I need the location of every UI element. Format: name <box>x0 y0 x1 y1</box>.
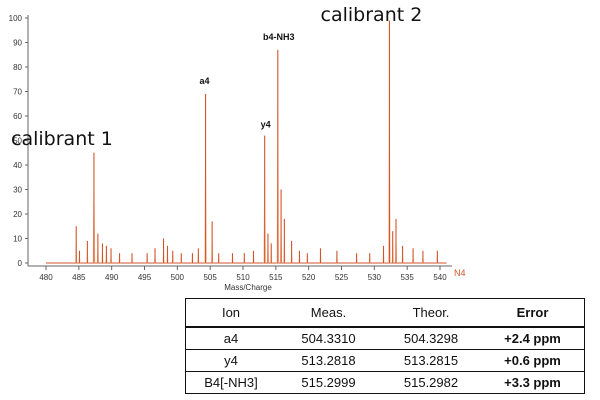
measured-cell: 513.2818 <box>276 349 381 372</box>
mass-spectrum-chart: 0 10 20 30 40 50 60 70 80 90 100 480 485 490 495 500 50… <box>9 4 466 292</box>
y-tick-label: 10 <box>13 235 22 244</box>
x-tick-label: 495 <box>138 273 152 282</box>
table-row: B4[-NH3] 515.2999 515.2982 +3.3 ppm <box>186 372 584 394</box>
y-tick-label: 70 <box>13 88 22 97</box>
x-tick-label: 530 <box>368 273 382 282</box>
x-tick-label: 535 <box>400 273 414 282</box>
y-tick-label: 80 <box>13 63 22 72</box>
mass-error-table: Ion Meas. Theor. Error a4 504.3310 504.3… <box>185 298 585 394</box>
error-cell: +0.6 ppm <box>481 349 584 372</box>
x-tick-label: 480 <box>39 273 53 282</box>
x-tick-label: 525 <box>335 273 349 282</box>
ion-cell: B4[-NH3] <box>204 375 258 390</box>
x-tick-label: 505 <box>203 273 217 282</box>
peak-annotation: calibrant 2 <box>321 4 423 26</box>
measured-cell: 515.2999 <box>301 375 356 390</box>
table-row: a4 504.3310 504.3298 +2.4 ppm <box>186 327 584 350</box>
error-cell: +2.4 ppm <box>481 327 584 350</box>
peak-annotations: calibrant 1 a4 y4 b4-NH3 calibrant 2 <box>11 4 422 150</box>
measured-cell: 504.3310 <box>276 327 381 350</box>
header-measured: Meas. <box>276 299 381 328</box>
x-tick-label: 490 <box>105 273 119 282</box>
trace-tag: N4 <box>454 268 466 278</box>
x-tick-label: 540 <box>433 273 447 282</box>
spectrum-trace <box>46 20 447 264</box>
theoretical-cell: 515.2982 <box>403 375 459 390</box>
table-header-row: Ion Meas. Theor. Error <box>186 299 584 328</box>
x-tick-label: 520 <box>302 273 316 282</box>
x-tick-label: 485 <box>72 273 86 282</box>
table-row: y4 513.2818 513.2815 +0.6 ppm <box>186 349 584 372</box>
theoretical-cell: 504.3298 <box>381 327 481 350</box>
ion-cell: a4 <box>186 327 276 350</box>
x-tick-label: 510 <box>236 273 250 282</box>
y-tick-label: 90 <box>13 39 22 48</box>
y-tick-label: 50 <box>13 137 22 146</box>
peak-annotation: y4 <box>261 120 271 130</box>
x-tick-label: 500 <box>171 273 185 282</box>
header-theoretical: Theor. <box>381 299 481 328</box>
y-axis-ticks: 0 10 20 30 40 50 60 70 80 90 100 <box>9 14 28 268</box>
error-cell: +3.3 ppm <box>504 375 561 390</box>
ion-cell: y4 <box>186 349 276 372</box>
peak-annotation: b4-NH3 <box>263 32 295 42</box>
peak-annotation: calibrant 1 <box>11 128 113 150</box>
y-tick-label: 60 <box>13 112 22 121</box>
y-tick-label: 0 <box>18 259 23 268</box>
y-tick-label: 20 <box>13 210 22 219</box>
x-axis-title: Mass/Charge <box>224 283 272 292</box>
peak-annotation: a4 <box>200 76 210 86</box>
y-tick-label: 100 <box>9 14 23 23</box>
y-tick-label: 30 <box>13 186 22 195</box>
header-ion: Ion <box>186 299 276 328</box>
x-tick-label: 515 <box>269 273 283 282</box>
header-error: Error <box>481 299 584 328</box>
x-axis-ticks: 480 485 490 495 500 505 510 515 520 525 530 535 540 <box>39 266 447 282</box>
y-tick-label: 40 <box>13 161 22 170</box>
theoretical-cell: 513.2815 <box>381 349 481 372</box>
